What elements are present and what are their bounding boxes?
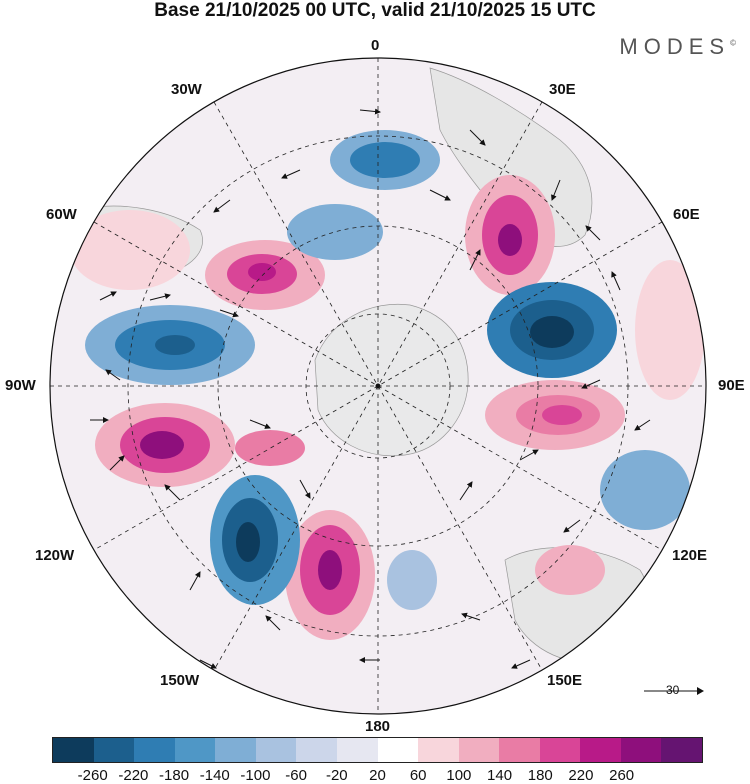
colorbar-cell [134,738,175,762]
lon-label-30w: 30W [171,81,202,98]
lon-label-60w: 60W [46,206,77,223]
colorbar-cell [215,738,256,762]
colorbar-cell [661,738,702,762]
colorbar-tick-label: 260 [609,767,635,784]
colorbar-cell [539,738,581,762]
lon-label-0: 0 [371,37,380,54]
colorbar-tick-label: 140 [487,767,513,784]
lon-label-90w: 90W [5,377,36,394]
lon-label-150e: 150E [547,672,583,689]
lon-label-120w: 120W [35,547,75,564]
colorbar-cell [458,738,500,762]
brand-name: MODES [619,34,731,59]
lon-label-120e: 120E [672,547,708,564]
arrow-right-icon [644,687,704,695]
map-field [50,58,706,714]
brand-mark: © [730,38,736,48]
wind-vectors [90,108,661,669]
colorbar-tick-label: -140 [199,767,230,784]
colorbar-tick-label: 60 [409,767,427,784]
colorbar-cell [377,738,419,762]
colorbar-cell [255,738,297,762]
colorbar-tick-label: 220 [568,767,594,784]
colorbar-tick-label: 100 [446,767,472,784]
lon-label-90e: 90E [718,377,745,394]
positive-anomalies [70,175,705,640]
colorbar-tick-label: 20 [369,767,386,784]
brand-logo: MODES© [619,34,736,60]
lon-label-60e: 60E [673,206,700,223]
vector-scale-label: 30 [666,683,680,697]
colorbar [52,737,703,763]
colorbar-cell [174,738,216,762]
colorbar-cell [296,738,337,762]
colorbar-tick-label: -180 [159,767,190,784]
colorbar-cell [336,738,378,762]
africa-land [429,67,593,247]
colorbar-cell [418,738,459,762]
south-pole-marker [375,383,381,389]
lon-label-180: 180 [365,718,391,735]
lon-label-150w: 150W [160,672,200,689]
negative-anomalies [85,130,690,610]
colorbar-cell [499,738,540,762]
antarctica-land [314,303,469,457]
lon-label-30e: 30E [549,81,576,98]
colorbar-tick-label: -100 [240,767,271,784]
colorbar-cell [53,738,94,762]
colorbar-tick-label: -260 [77,767,108,784]
map-boundary [49,57,707,715]
colorbar-cell [620,738,662,762]
colorbar-tick-label: -20 [325,767,348,784]
colorbar-tick-label: -220 [118,767,149,784]
colorbar-cell [580,738,621,762]
map-title: Base 21/10/2025 00 UTC, valid 21/10/2025… [154,0,596,21]
colorbar-cell [93,738,135,762]
colorbar-tick-label: -60 [285,767,307,784]
colorbar-tick-label: 180 [527,767,553,784]
